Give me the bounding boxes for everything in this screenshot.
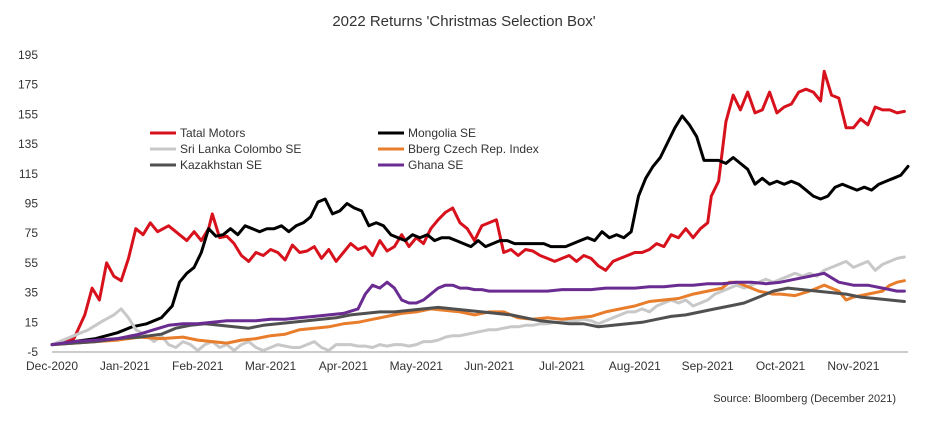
legend: Tatal Motors Mongolia SE Sri Lanka Colombo…: [150, 126, 539, 172]
y-tick-label: 175: [18, 78, 38, 92]
y-tick-label: 135: [18, 137, 38, 151]
legend-label: Mongolia SE: [408, 126, 476, 140]
y-tick-label: 55: [25, 256, 39, 270]
series-lines: [50, 69, 910, 352]
x-tick-label: Feb-2021: [172, 359, 224, 373]
x-tick-label: May-2021: [390, 359, 444, 373]
y-tick-label: 95: [25, 197, 39, 211]
y-tick-label: 15: [25, 315, 39, 329]
series-line: [50, 69, 906, 347]
x-tick-label: Jun-2021: [464, 359, 514, 373]
legend-label: Tatal Motors: [180, 126, 245, 140]
x-tick-label: Sep-2021: [682, 359, 734, 373]
legend-label: Sri Lanka Colombo SE: [180, 142, 301, 156]
y-tick-label: 115: [19, 167, 38, 181]
x-tick-label: Oct-2021: [756, 359, 806, 373]
y-tick-label: 35: [25, 286, 39, 300]
y-tick-label: -5: [27, 345, 38, 359]
series-line: [50, 255, 906, 352]
y-tick-label: 195: [18, 48, 38, 62]
y-tick-label: 155: [18, 107, 38, 121]
y-axis-tick-labels: -5 15 35 55 75 95 115 135 155 175 195: [18, 48, 38, 359]
y-tick-label: 75: [25, 226, 39, 240]
chart-title: 2022 Returns 'Christmas Selection Box': [332, 13, 595, 30]
source-note: Source: Bloomberg (December 2021): [713, 393, 896, 405]
x-tick-label: Jan-2021: [100, 359, 150, 373]
x-tick-label: Mar-2021: [245, 359, 297, 373]
series-line: [50, 271, 906, 347]
x-tick-label: Apr-2021: [319, 359, 369, 373]
x-axis-tick-labels: Dec-2020 Jan-2021 Feb-2021 Mar-2021 Apr-2021…: [26, 359, 880, 373]
legend-label: Bberg Czech Rep. Index: [408, 142, 539, 156]
legend-label: Ghana SE: [408, 158, 463, 172]
series-line: [50, 114, 910, 347]
series-line: [50, 279, 906, 347]
series-line: [50, 286, 906, 347]
x-tick-label: Jul-2021: [539, 359, 585, 373]
x-tick-label: Nov-2021: [827, 359, 879, 373]
x-tick-label: Aug-2021: [609, 359, 661, 373]
x-tick-label: Dec-2020: [26, 359, 78, 373]
legend-label: Kazakhstan SE: [180, 158, 262, 172]
